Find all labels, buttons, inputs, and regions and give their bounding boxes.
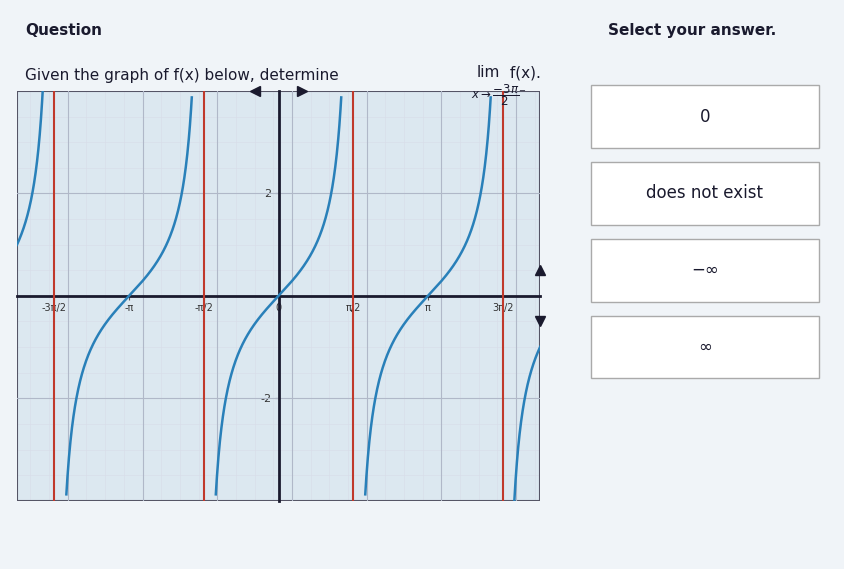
- Text: $x\rightarrow\dfrac{-3\pi}{2}^{-}$: $x\rightarrow\dfrac{-3\pi}{2}^{-}$: [471, 83, 527, 108]
- Text: does not exist: does not exist: [647, 184, 763, 203]
- Text: f(x).: f(x).: [505, 65, 541, 80]
- Bar: [17, 91, 540, 501]
- Text: −∞: −∞: [691, 261, 718, 279]
- Text: Select your answer.: Select your answer.: [608, 23, 776, 38]
- Text: Given the graph of f(x) below, determine: Given the graph of f(x) below, determine: [25, 68, 339, 83]
- Text: 0: 0: [700, 108, 710, 126]
- Text: lim: lim: [477, 65, 500, 80]
- Text: Question: Question: [25, 23, 102, 38]
- Text: ∞: ∞: [698, 338, 711, 356]
